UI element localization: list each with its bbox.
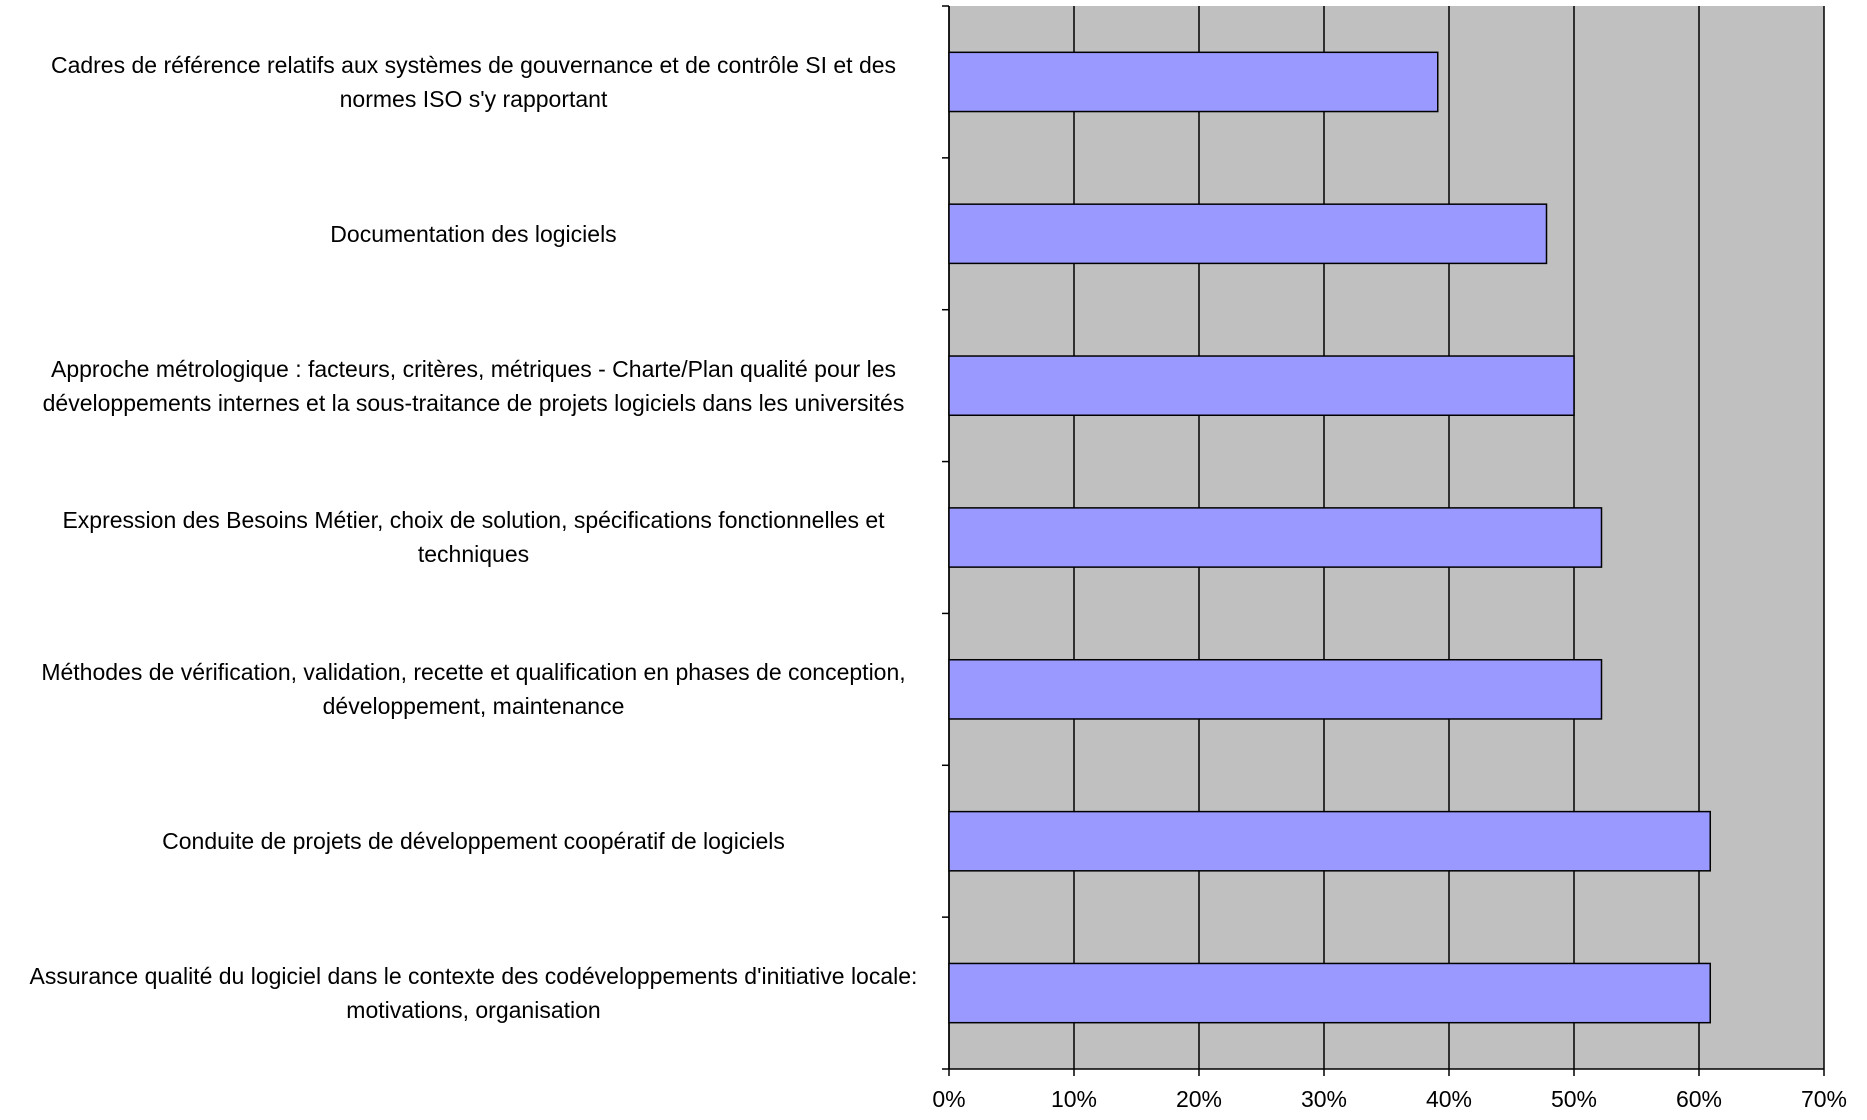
- y-tick-label: Méthodes de vérification, validation, re…: [41, 659, 906, 720]
- x-tick-label: 40%: [1426, 1086, 1472, 1112]
- x-tick-label: 60%: [1676, 1086, 1722, 1112]
- bar: [948, 658, 1603, 720]
- bar: [948, 355, 1575, 417]
- x-tick-label: 30%: [1301, 1086, 1347, 1112]
- bar: [948, 203, 1548, 265]
- y-tick-label: Expression des Besoins Métier, choix de …: [62, 507, 885, 568]
- x-tick-label: 0%: [932, 1086, 965, 1112]
- y-tick-label: Documentation des logiciels: [330, 220, 617, 247]
- bar: [948, 507, 1603, 568]
- y-tick-label: Approche métrologique : facteurs, critèr…: [42, 355, 905, 416]
- y-tick-label: Assurance qualité du logiciel dans le co…: [29, 963, 918, 1024]
- bar: [948, 962, 1711, 1024]
- x-tick-label: 70%: [1801, 1086, 1847, 1112]
- x-tick-label: 20%: [1176, 1086, 1222, 1112]
- x-tick-label: 10%: [1051, 1086, 1097, 1112]
- x-tick-label: 50%: [1551, 1086, 1597, 1112]
- bar: [948, 51, 1439, 113]
- bar: [948, 810, 1711, 872]
- y-tick-label: Cadres de référence relatifs aux système…: [50, 51, 897, 112]
- y-tick-label: Conduite de projets de développement coo…: [162, 828, 785, 855]
